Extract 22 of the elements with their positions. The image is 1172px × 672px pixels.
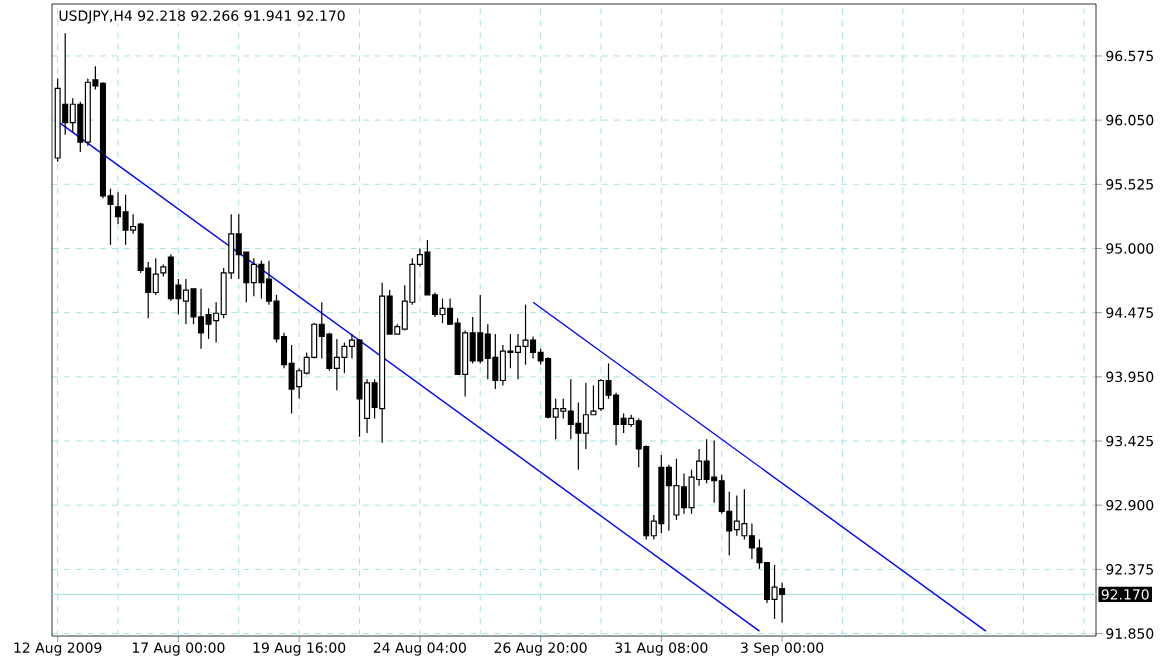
- candlestick: [771, 564, 778, 620]
- candlestick: [514, 333, 521, 380]
- candlestick: [288, 344, 295, 415]
- candlestick: [356, 339, 363, 438]
- candlestick: [582, 382, 589, 450]
- candlestick: [711, 439, 718, 504]
- candlestick: [665, 464, 672, 532]
- candlestick: [779, 582, 786, 624]
- candlestick: [333, 338, 340, 391]
- candlestick: [680, 472, 688, 515]
- candlestick: [198, 288, 205, 350]
- candlestick: [235, 213, 242, 280]
- candlestick: [575, 401, 582, 471]
- candlestick: [748, 522, 755, 560]
- candlestick: [115, 191, 122, 225]
- candlestick: [182, 278, 189, 325]
- candlestick: [597, 379, 604, 412]
- candlestick: [250, 257, 257, 297]
- candlestick: [499, 344, 506, 386]
- candlestick: [379, 282, 386, 444]
- candlestick: [522, 304, 529, 366]
- candlestick: [530, 335, 537, 360]
